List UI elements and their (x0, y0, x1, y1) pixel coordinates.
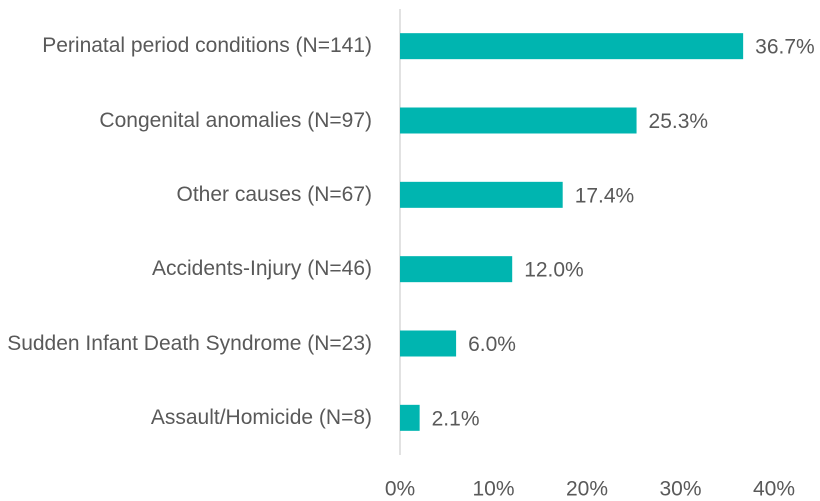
y-tick-label: Accidents-Injury (N=46) (152, 257, 372, 281)
value-label: 36.7% (755, 36, 815, 59)
y-tick-label: Other causes (N=67) (176, 182, 372, 206)
x-tick-label: 30% (659, 478, 701, 501)
bar (400, 181, 563, 208)
x-tick-label: 40% (753, 478, 795, 501)
value-label: 6.0% (468, 333, 516, 356)
y-tick-label: Congenital anomalies (N=97) (99, 108, 372, 132)
y-tick-label: Sudden Infant Death Syndrome (N=23) (7, 331, 372, 355)
bar (400, 33, 744, 60)
y-tick-label: Assault/Homicide (N=8) (150, 405, 372, 429)
x-tick-label: 0% (385, 478, 415, 501)
x-tick-label: 20% (566, 478, 608, 501)
x-tick-label: 10% (472, 478, 514, 501)
value-label: 17.4% (575, 184, 635, 207)
value-label: 25.3% (649, 110, 709, 133)
y-tick-label: Perinatal period conditions (N=141) (42, 34, 372, 58)
bar (400, 107, 637, 134)
bar (400, 330, 457, 357)
bar (400, 256, 513, 283)
value-label: 2.1% (432, 407, 480, 430)
bar (400, 404, 420, 431)
value-label: 12.0% (524, 259, 584, 282)
